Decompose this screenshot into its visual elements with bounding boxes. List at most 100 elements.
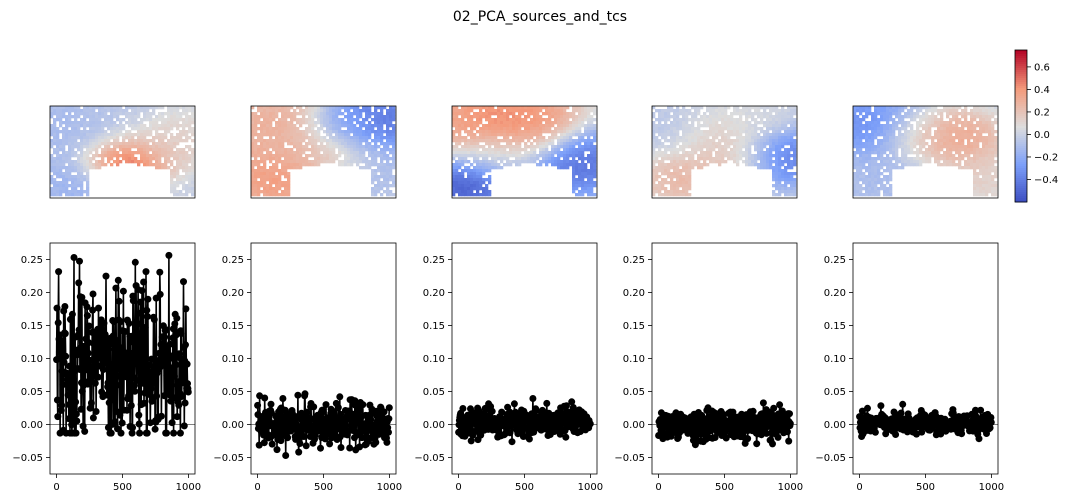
colorbar-gradient-step xyxy=(1015,62,1027,65)
timecourse-point xyxy=(510,400,518,408)
y-tick-label: 0.05 xyxy=(623,387,645,398)
timecourse-point xyxy=(160,392,168,400)
y-tick-label: 0.25 xyxy=(423,255,445,266)
timecourse-point xyxy=(99,366,107,373)
timecourse-point xyxy=(171,320,179,328)
timecourse-point xyxy=(301,390,309,398)
timecourse-point xyxy=(108,363,116,370)
y-tick-label: 0.20 xyxy=(423,288,445,299)
colorbar-gradient-step xyxy=(1015,92,1027,95)
timecourse-point xyxy=(112,338,119,346)
timecourse-point xyxy=(562,433,570,441)
timecourse-point xyxy=(128,350,136,357)
timecourse-plot-area xyxy=(652,399,797,449)
timecourse-point xyxy=(77,405,85,413)
timecourse-point xyxy=(100,360,108,368)
timecourse-point xyxy=(180,278,187,286)
timecourse-point xyxy=(176,429,184,437)
timecourse-point xyxy=(58,401,66,409)
timecourse-point xyxy=(180,422,188,430)
timecourse-point xyxy=(92,408,100,415)
timecourse-point xyxy=(60,358,68,366)
timecourse-point xyxy=(897,409,905,417)
colorbar-gradient-step xyxy=(1015,196,1027,199)
colorbar-gradient-step xyxy=(1015,166,1027,169)
y-tick-label: 0.10 xyxy=(824,354,846,365)
timecourse-point xyxy=(55,268,63,276)
timecourse-point xyxy=(137,337,145,345)
timecourse-point xyxy=(568,398,576,406)
timecourse-point xyxy=(156,290,164,298)
timecourse-point xyxy=(95,354,103,362)
timecourse-point xyxy=(151,425,159,433)
timecourse-point xyxy=(170,372,178,380)
timecourse-point xyxy=(138,345,146,353)
timecourse-point xyxy=(86,356,94,364)
timecourse-point xyxy=(356,443,364,451)
timecourse-point xyxy=(459,405,467,412)
timecourse-point xyxy=(774,433,782,441)
colorbar-gradient-step xyxy=(1015,184,1027,187)
timecourse-point xyxy=(83,312,91,320)
timecourse-point xyxy=(83,303,91,311)
timecourse-point xyxy=(116,381,124,389)
timecourse-point xyxy=(111,418,119,426)
timecourse-point xyxy=(892,431,900,438)
timecourse-point xyxy=(337,444,345,451)
colorbar-gradient-step xyxy=(1015,180,1027,183)
timecourse-point xyxy=(170,351,178,359)
colorbar-gradient-step xyxy=(1015,142,1027,145)
timecourse-point xyxy=(326,440,334,448)
colorbar-gradient-step xyxy=(1015,138,1027,141)
timecourse-point xyxy=(508,438,516,446)
timecourse-point xyxy=(166,340,174,348)
colorbar-tick-label: 0.0 xyxy=(1034,130,1050,141)
x-tick-label: 500 xyxy=(314,482,333,493)
timecourse-point xyxy=(129,424,136,432)
timecourse-point xyxy=(759,399,767,407)
timecourse-point xyxy=(729,408,737,416)
x-tick-label: 1000 xyxy=(377,482,402,493)
timecourse-point xyxy=(72,429,80,437)
timecourse-panel-5: 0 500 1000 −0.05 0.00 0.05 0.10 0.15 0.20 0.25 xyxy=(815,242,1004,493)
x-tick-label: 1000 xyxy=(979,482,1004,493)
colorbar-gradient-step xyxy=(1015,124,1027,127)
timecourse-point xyxy=(300,433,308,440)
timecourse-point xyxy=(134,320,142,328)
source-map-3 xyxy=(451,105,598,199)
timecourse-point xyxy=(121,328,129,335)
timecourse-point xyxy=(108,396,116,404)
colorbar-gradient-step xyxy=(1015,68,1027,71)
colorbar-gradient-step xyxy=(1015,114,1027,117)
timecourse-point xyxy=(125,319,133,327)
timecourse-point xyxy=(372,438,380,446)
timecourse-point xyxy=(81,427,89,435)
timecourse-point xyxy=(543,399,551,407)
timecourse-point xyxy=(529,395,537,402)
y-tick-label: 0.25 xyxy=(222,255,244,266)
colorbar-gradient-step xyxy=(1015,128,1027,131)
timecourse-point xyxy=(182,341,189,349)
timecourse-point xyxy=(563,402,570,410)
timecourse-point xyxy=(80,354,88,362)
timecourse-point xyxy=(140,278,148,286)
timecourse-point xyxy=(330,408,337,415)
y-tick-label: 0.00 xyxy=(21,420,43,431)
timecourse-point xyxy=(53,304,61,312)
y-tick-label: 0.00 xyxy=(423,420,445,431)
timecourse-point xyxy=(567,416,575,424)
timecourse-point xyxy=(85,339,93,347)
colorbar-gradient-step xyxy=(1015,94,1027,97)
colorbar-gradient-step xyxy=(1015,176,1027,179)
timecourse-point xyxy=(753,440,761,448)
colorbar-gradient-step xyxy=(1015,158,1027,161)
colorbar-gradient-step xyxy=(1015,84,1027,87)
timecourse-point xyxy=(103,391,111,399)
timecourse-point xyxy=(864,404,871,412)
y-tick-label: 0.10 xyxy=(423,354,445,365)
timecourse-point xyxy=(260,439,268,447)
timecourse-point xyxy=(72,410,80,418)
timecourse-point xyxy=(54,413,62,421)
x-tick-label: 0 xyxy=(655,482,661,493)
colorbar-gradient-step xyxy=(1015,172,1027,175)
